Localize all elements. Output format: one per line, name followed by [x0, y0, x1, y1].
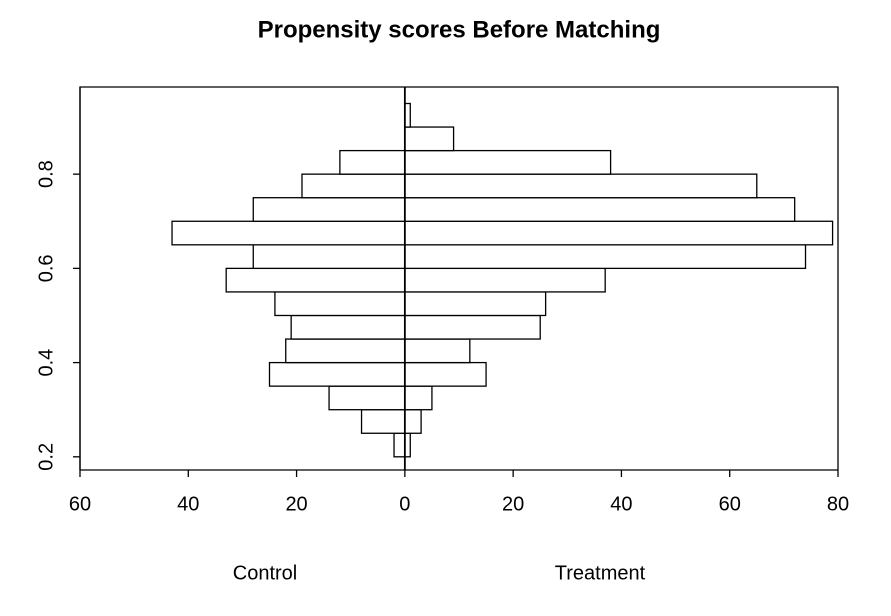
bar	[393, 432, 406, 458]
y-tick-label: 0.2	[35, 443, 57, 471]
bar	[171, 220, 406, 246]
bar	[404, 173, 758, 199]
x-tick-label: 20	[502, 493, 524, 515]
x-tick-label: 0	[399, 493, 410, 515]
bar	[285, 338, 406, 364]
bar	[404, 220, 834, 246]
bar	[404, 314, 541, 340]
y-tick-label: 0.8	[35, 160, 57, 188]
bar	[268, 361, 406, 387]
bar	[301, 173, 406, 199]
x-tick-label: 60	[719, 493, 741, 515]
y-tick-label: 0.4	[35, 349, 57, 377]
bar	[339, 149, 406, 175]
bar	[225, 267, 406, 293]
bar	[252, 244, 406, 270]
bar	[404, 149, 612, 175]
x-tick-label: 40	[610, 493, 632, 515]
x-tick-label: 40	[177, 493, 199, 515]
bar	[290, 314, 406, 340]
bar	[252, 197, 406, 222]
x-tick-label: 20	[285, 493, 307, 515]
control-label: Control	[233, 562, 297, 584]
bar	[404, 385, 433, 411]
bar	[404, 361, 487, 387]
bar	[360, 409, 406, 434]
chart-title: Propensity scores Before Matching	[258, 16, 661, 43]
bar	[404, 267, 606, 293]
bar	[274, 291, 406, 317]
bar	[404, 197, 796, 222]
treatment-label: Treatment	[555, 562, 646, 584]
bar	[404, 126, 455, 152]
bar	[404, 338, 471, 364]
bar	[404, 291, 547, 317]
x-tick-label: 60	[69, 493, 91, 515]
bar	[328, 385, 406, 411]
y-tick-label: 0.6	[35, 254, 57, 282]
x-tick-label: 80	[827, 493, 849, 515]
bar	[404, 409, 422, 434]
bar	[404, 244, 807, 270]
